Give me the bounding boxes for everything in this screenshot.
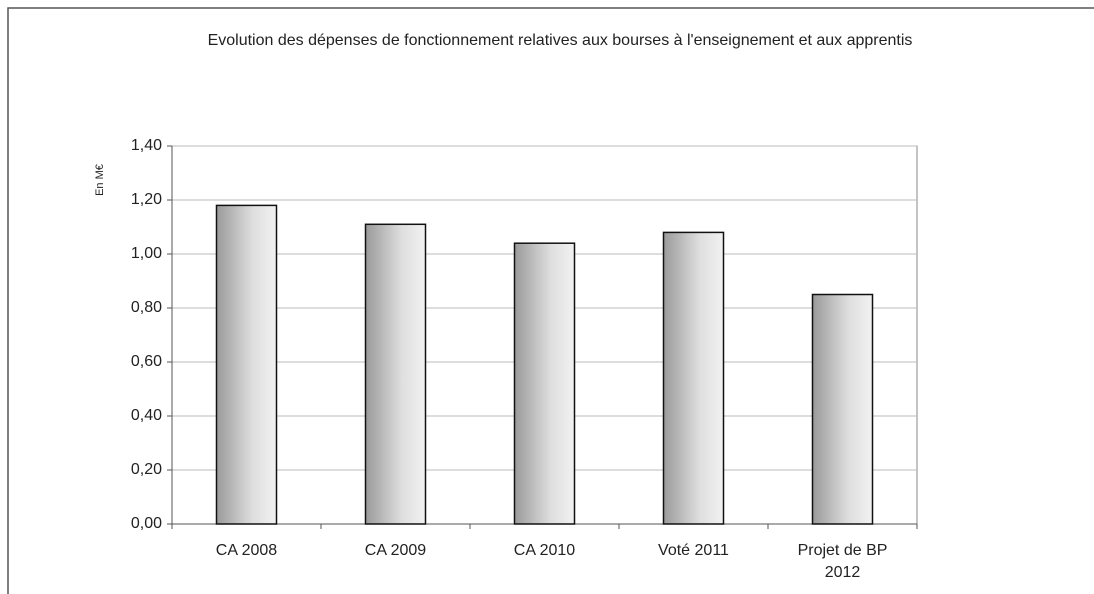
y-tick-label: 1,00 <box>131 245 162 262</box>
frame <box>7 7 1094 594</box>
y-axis-label: En M€ <box>94 164 106 196</box>
x-tick-label: Voté 2011 <box>658 542 729 559</box>
y-tick-label: 0,20 <box>131 461 162 478</box>
x-tick-label: Projet de BP 2012 <box>797 542 888 581</box>
y-tick-label: 1,40 <box>131 137 162 154</box>
x-tick-label: CA 2009 <box>364 542 427 559</box>
bar <box>513 242 576 525</box>
chart-title: Evolution des dépenses de fonctionnement… <box>207 32 913 49</box>
y-tick-label: 0,40 <box>131 407 162 424</box>
bar <box>662 231 725 525</box>
x-tick-label: CA 2010 <box>513 542 576 559</box>
bar <box>364 223 427 525</box>
y-tick-label: 0,00 <box>131 515 162 532</box>
x-tick-label: CA 2008 <box>215 542 278 559</box>
bar <box>811 293 874 525</box>
y-tick-label: 0,80 <box>131 299 162 316</box>
y-tick-label: 1,20 <box>131 191 162 208</box>
y-tick-label: 0,60 <box>131 353 162 370</box>
bar <box>215 204 278 525</box>
